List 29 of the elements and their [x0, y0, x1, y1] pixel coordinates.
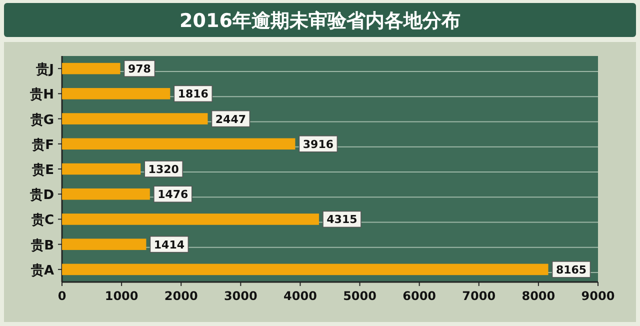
- data-label: 1816: [178, 88, 209, 101]
- chart-title: 2016年逾期未审验省内各地分布: [180, 10, 460, 32]
- x-tick-label: 4000: [284, 289, 317, 303]
- data-label: 2447: [215, 112, 246, 126]
- y-tick-label: 贵G: [29, 112, 54, 128]
- x-tick-label: 7000: [462, 289, 496, 303]
- data-label: 3916: [302, 138, 334, 151]
- x-tick-label: 6000: [402, 289, 436, 303]
- x-tick-label: 1000: [104, 289, 138, 303]
- data-label: 978: [128, 62, 151, 76]
- y-tick-label: 贵A: [30, 262, 54, 278]
- x-tick-label: 9000: [581, 289, 615, 303]
- x-tick-label: 0: [58, 289, 66, 303]
- x-tick-label: 5000: [343, 289, 376, 303]
- data-label: 1414: [154, 238, 185, 252]
- y-tick-label: 贵H: [29, 86, 54, 103]
- data-label: 8165: [556, 263, 587, 276]
- x-tick-label: 2000: [164, 289, 198, 303]
- y-tick-label: 贵F: [31, 136, 54, 153]
- x-tick-label: 8000: [522, 289, 556, 303]
- y-tick-label: 贵C: [30, 212, 54, 228]
- y-tick-label: 贵B: [30, 237, 54, 254]
- data-label: 1476: [158, 188, 189, 202]
- y-tick-label: 贵J: [35, 62, 54, 78]
- y-tick-label: 贵D: [29, 187, 54, 204]
- x-tick-label: 3000: [224, 289, 258, 303]
- y-tick-label: 贵E: [31, 162, 54, 178]
- data-label: 1320: [148, 163, 180, 176]
- data-label: 4315: [326, 213, 358, 226]
